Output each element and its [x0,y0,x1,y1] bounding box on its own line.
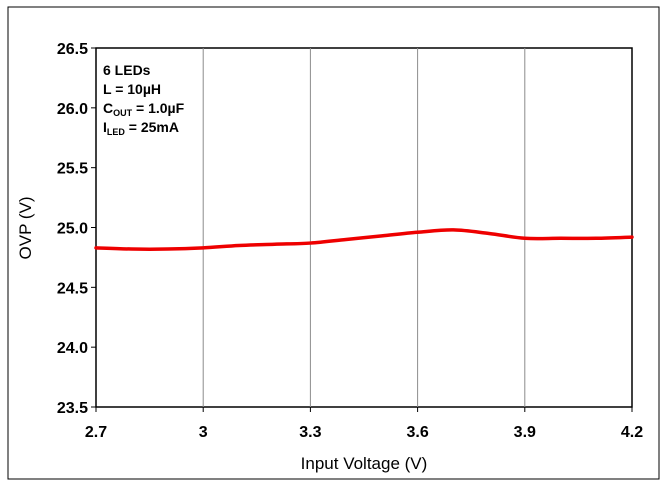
series-layer [94,228,634,251]
x-tick-label: 3.3 [299,424,321,441]
y-tick-label: 24.0 [57,340,88,357]
x-tick-label: 2.7 [85,424,107,441]
annotation-cout: COUT = 1.0µF [103,100,185,118]
x-axis-title: Input Voltage (V) [301,454,428,473]
vertical-gridlines [202,48,526,407]
y-tick-label: 25.5 [57,161,88,178]
annotation-leds: 6 LEDs [103,62,151,78]
y-tick-label: 26.0 [57,101,88,118]
plot-area [95,47,633,408]
y-tick-label: 23.5 [57,400,88,417]
x-tick-label: 3.6 [406,424,428,441]
x-tick-label: 4.2 [621,424,643,441]
y-tick-label: 24.5 [57,280,88,297]
y-tick-label: 25.0 [57,221,88,238]
x-tick-label: 3 [199,424,208,441]
x-tick-label: 3.9 [514,424,536,441]
x-tick-labels: 2.7 3 3.3 3.6 3.9 4.2 [85,424,643,441]
y-tick-labels: 26.5 26.0 25.5 25.0 24.5 24.0 23.5 [57,41,88,417]
ovp-series-line [94,228,634,251]
y-axis-title: OVP (V) [16,197,35,260]
annotation-inductor: L = 10µH [103,81,161,97]
axis-ticks [91,47,633,412]
annotation-iled: ILED = 25mA [103,119,179,137]
annotation-box: 6 LEDs L = 10µH COUT = 1.0µF ILED = 25mA [103,62,185,137]
y-tick-label: 26.5 [57,41,88,58]
